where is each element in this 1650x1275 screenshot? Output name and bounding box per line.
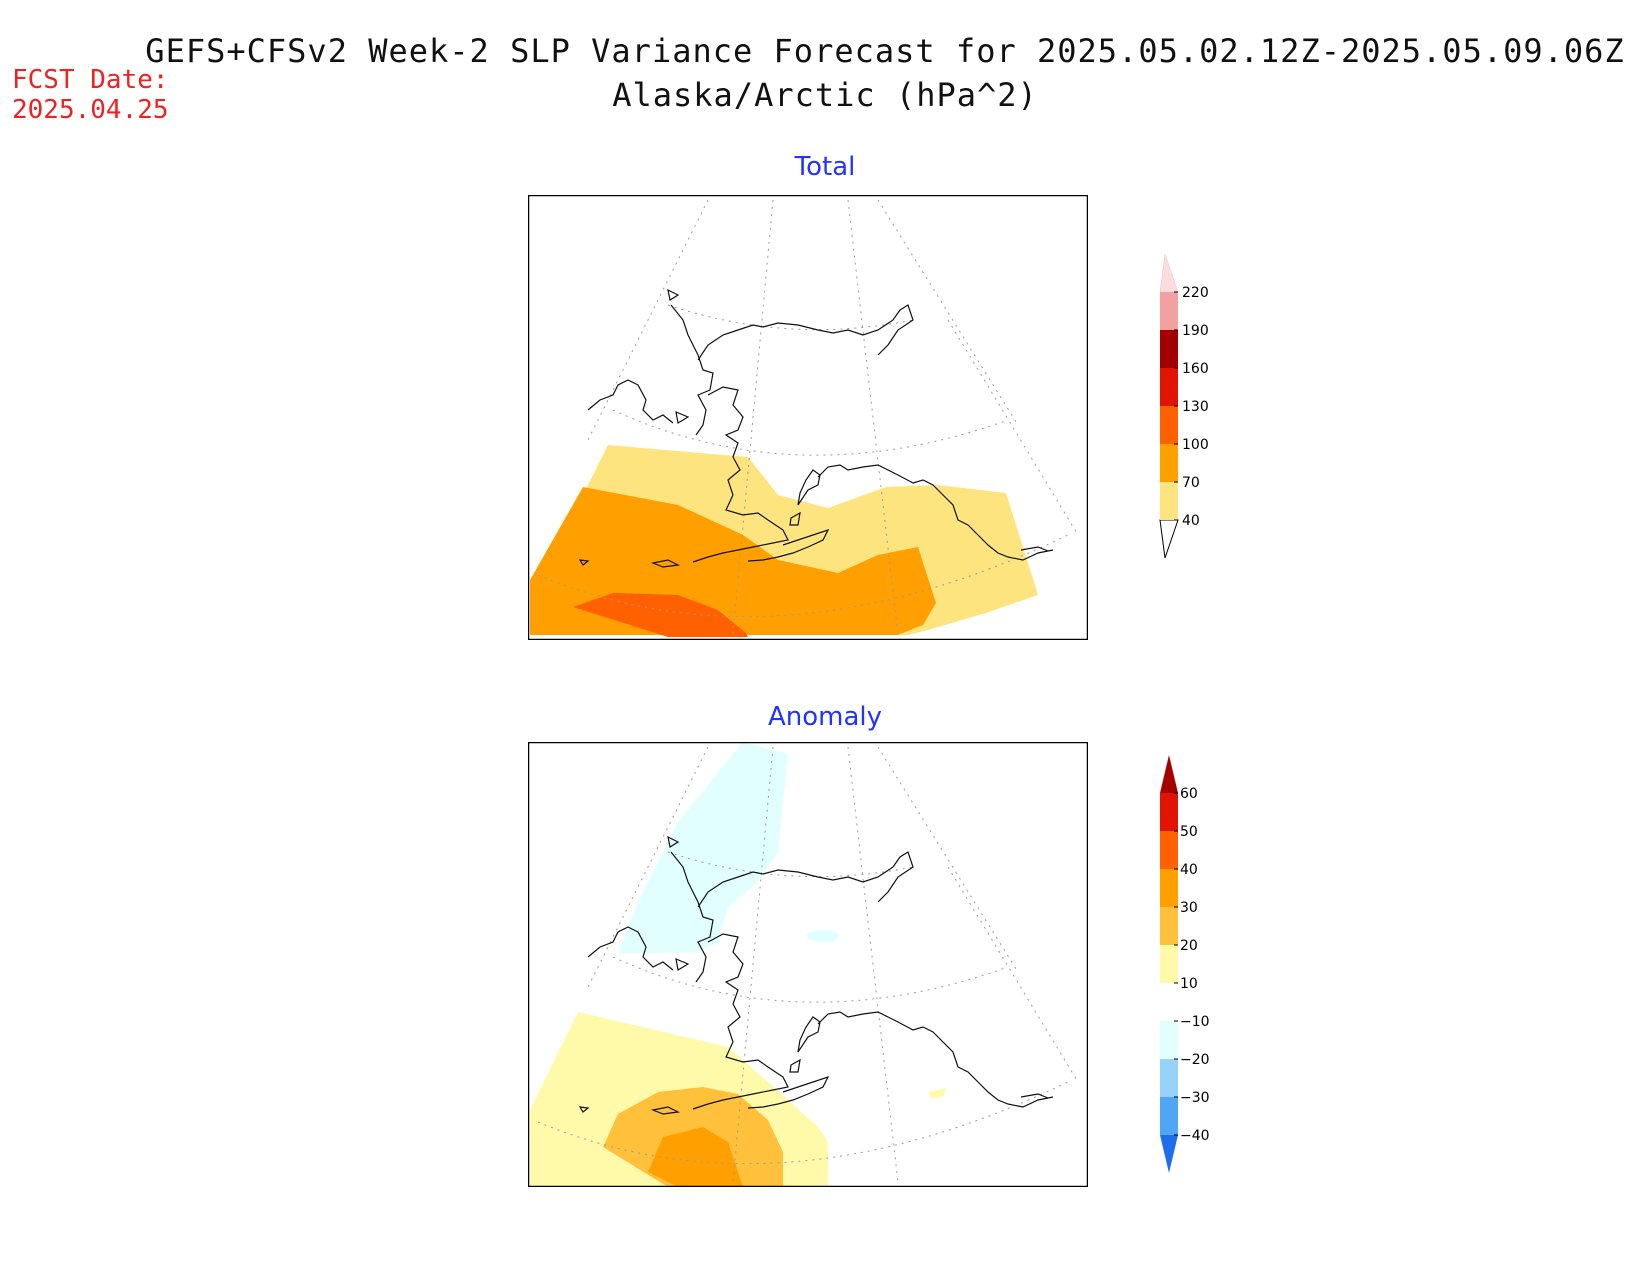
total-cbar-label: 220 (1182, 285, 1209, 301)
anomaly-cbar-bin (1160, 1059, 1178, 1097)
anomaly-cbar-label: 30 (1180, 900, 1198, 916)
total-cbar-bin (1160, 482, 1178, 520)
anomaly-graticule (537, 742, 1079, 1183)
anomaly-cbar-label: −30 (1180, 1090, 1210, 1106)
anomaly-cbar-bin (1160, 907, 1178, 945)
anomaly-cbar-upper-arrow (1160, 755, 1178, 793)
anomaly-cbar-bin (1160, 831, 1178, 869)
anomaly-panel-title: Anomaly (767, 702, 883, 732)
anomaly-cbar-bin (1160, 1097, 1178, 1135)
anomaly-cbar-bin (1160, 1021, 1178, 1059)
anomaly-colorbar: 60 50 40 30 20 10 −10 −20 −30 −40 (1160, 755, 1210, 1173)
anomaly-shading (530, 742, 946, 1187)
total-cbar-bin (1160, 444, 1178, 482)
total-colorbar: 40 70 100 130 160 190 220 (1159, 253, 1209, 559)
total-cbar-bin (1160, 292, 1178, 330)
total-graticule (537, 195, 1079, 636)
anomaly-cbar-label: 20 (1180, 938, 1198, 954)
anomaly-map (528, 742, 1088, 1187)
anomaly-cbar-label: 40 (1180, 862, 1198, 878)
anomaly-cbar-bin (1160, 793, 1178, 831)
fcst-date-label: FCST Date: (12, 65, 169, 95)
anomaly-coastline (578, 835, 1054, 1115)
chart-subtitle: Alaska/Arctic (hPa^2) (612, 76, 1038, 114)
anomaly-cbar-label: −40 (1180, 1128, 1210, 1144)
anomaly-contour-neg10 (618, 742, 788, 954)
total-cbar-bin (1160, 406, 1178, 444)
anomaly-cbar-bin (1160, 945, 1178, 983)
anomaly-cbar-label: 60 (1180, 786, 1198, 802)
anomaly-cbar-label: 50 (1180, 824, 1198, 840)
total-map (528, 195, 1088, 640)
anomaly-contour-30-40 (648, 1127, 743, 1187)
total-map-frame (528, 195, 1088, 640)
total-cbar-label: 100 (1182, 437, 1209, 453)
total-cbar-bin (1160, 330, 1178, 368)
total-shading (530, 445, 1038, 637)
anomaly-cbar-bin (1160, 983, 1178, 1021)
anomaly-cbar-label: −20 (1180, 1052, 1210, 1068)
anomaly-map-frame (528, 742, 1088, 1187)
total-cbar-bin (1160, 368, 1178, 406)
total-cbar-label: 130 (1182, 399, 1209, 415)
fcst-date-value: 2025.04.25 (12, 95, 169, 125)
anomaly-cbar-label: −10 (1180, 1014, 1210, 1030)
anomaly-contour-10-20-east (928, 1088, 946, 1099)
anomaly-cbar-lower-arrow (1160, 1135, 1178, 1173)
total-coastline (578, 288, 1054, 568)
total-panel-title: Total (794, 152, 856, 182)
total-cbar-label: 70 (1182, 475, 1200, 491)
total-cbar-lower-arrow (1159, 519, 1179, 559)
anomaly-contour-neg10-small (807, 930, 839, 942)
total-cbar-label: 190 (1182, 323, 1209, 339)
total-cbar-upper-arrow (1159, 253, 1179, 293)
chart-title: GEFS+CFSv2 Week-2 SLP Variance Forecast … (145, 32, 1625, 70)
total-contour-100-130 (573, 593, 748, 637)
total-cbar-label: 40 (1182, 513, 1200, 529)
anomaly-cbar-bin (1160, 869, 1178, 907)
total-cbar-label: 160 (1182, 361, 1209, 377)
anomaly-cbar-label: 10 (1180, 976, 1198, 992)
